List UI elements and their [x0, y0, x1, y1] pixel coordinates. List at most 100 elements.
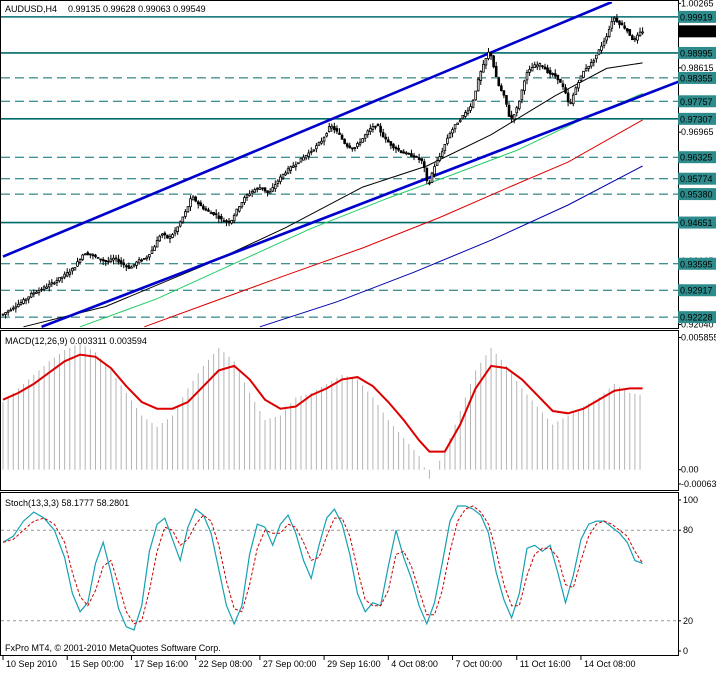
candle-body[interactable]: [268, 191, 272, 194]
candle-body[interactable]: [351, 147, 354, 150]
candle-body[interactable]: [1, 313, 5, 316]
candle-body[interactable]: [245, 194, 249, 198]
candle-body[interactable]: [289, 166, 292, 171]
candle-body[interactable]: [327, 126, 331, 133]
candle-body[interactable]: [505, 95, 508, 105]
candle-body[interactable]: [353, 146, 357, 149]
candle-body[interactable]: [68, 271, 72, 275]
candle-body[interactable]: [392, 143, 395, 149]
candle-body[interactable]: [273, 184, 277, 190]
candle-body[interactable]: [322, 137, 326, 142]
candle-body[interactable]: [605, 36, 608, 41]
candle-body[interactable]: [27, 296, 30, 300]
candle-body[interactable]: [348, 145, 352, 149]
candle-body[interactable]: [628, 29, 632, 36]
candle-body[interactable]: [191, 196, 195, 201]
channel-trendline[interactable]: [41, 65, 716, 328]
candle-body[interactable]: [515, 107, 519, 114]
candle-body[interactable]: [24, 298, 28, 302]
candle-body[interactable]: [135, 261, 138, 266]
candle-body[interactable]: [173, 230, 177, 234]
candle-body[interactable]: [425, 167, 429, 182]
candle-body[interactable]: [569, 101, 572, 104]
candle-body[interactable]: [317, 142, 321, 146]
candle-body[interactable]: [217, 215, 221, 219]
candle-body[interactable]: [464, 112, 467, 117]
candle-body[interactable]: [551, 73, 555, 75]
candle-body[interactable]: [320, 140, 323, 144]
candle-body[interactable]: [374, 125, 377, 128]
candle-body[interactable]: [19, 302, 23, 305]
candle-body[interactable]: [209, 212, 213, 215]
candle-body[interactable]: [32, 292, 36, 295]
candle-body[interactable]: [232, 215, 236, 222]
candle-body[interactable]: [571, 94, 575, 105]
candle-body[interactable]: [618, 20, 621, 25]
candle-body[interactable]: [440, 151, 444, 157]
candle-body[interactable]: [294, 164, 298, 167]
candle-body[interactable]: [471, 100, 475, 108]
candle-body[interactable]: [543, 66, 547, 70]
candle-body[interactable]: [171, 234, 174, 239]
candle-body[interactable]: [53, 282, 56, 285]
candle-body[interactable]: [574, 87, 578, 95]
candle-body[interactable]: [507, 104, 511, 117]
candle-body[interactable]: [40, 288, 43, 291]
candle-body[interactable]: [633, 38, 637, 41]
candle-body[interactable]: [369, 128, 372, 132]
candle-body[interactable]: [63, 273, 66, 278]
candle-body[interactable]: [433, 166, 436, 175]
candle-body[interactable]: [589, 62, 593, 67]
candle-body[interactable]: [559, 78, 562, 83]
candle-body[interactable]: [620, 22, 624, 26]
candle-body[interactable]: [343, 138, 346, 144]
candle-body[interactable]: [235, 208, 239, 216]
candle-body[interactable]: [212, 211, 215, 215]
candle-body[interactable]: [607, 29, 611, 37]
candle-body[interactable]: [243, 197, 246, 203]
candle-body[interactable]: [178, 221, 182, 227]
candle-body[interactable]: [166, 234, 169, 239]
candle-body[interactable]: [145, 256, 149, 260]
candle-body[interactable]: [266, 190, 269, 194]
candle-body[interactable]: [420, 158, 423, 162]
candle-body[interactable]: [65, 272, 69, 277]
candle-body[interactable]: [366, 130, 370, 136]
channel-trendline[interactable]: [2, 2, 613, 258]
candle-body[interactable]: [60, 276, 64, 279]
candle-body[interactable]: [55, 280, 59, 283]
candle-body[interactable]: [238, 206, 241, 212]
candle-body[interactable]: [250, 190, 254, 194]
candle-body[interactable]: [35, 291, 38, 294]
candle-body[interactable]: [487, 51, 490, 59]
candle-body[interactable]: [91, 254, 95, 257]
candle-body[interactable]: [602, 40, 606, 46]
candle-body[interactable]: [160, 233, 164, 236]
candle-body[interactable]: [582, 70, 585, 78]
candle-body[interactable]: [577, 82, 580, 89]
candle-body[interactable]: [345, 143, 349, 147]
candle-body[interactable]: [222, 220, 226, 223]
candle-body[interactable]: [595, 54, 598, 60]
candle-body[interactable]: [214, 213, 218, 216]
candle-body[interactable]: [587, 65, 590, 69]
candle-body[interactable]: [358, 142, 362, 145]
candle-body[interactable]: [315, 145, 318, 150]
candle-body[interactable]: [502, 90, 506, 96]
candle-body[interactable]: [371, 126, 375, 130]
candle-body[interactable]: [399, 150, 403, 153]
candle-body[interactable]: [448, 133, 452, 139]
candle-body[interactable]: [76, 261, 79, 267]
candle-body[interactable]: [181, 216, 185, 223]
candle-body[interactable]: [510, 114, 513, 120]
candle-body[interactable]: [194, 196, 197, 202]
candle-body[interactable]: [155, 240, 159, 248]
candle-body[interactable]: [29, 293, 33, 298]
candle-body[interactable]: [404, 152, 408, 155]
candle-body[interactable]: [37, 290, 41, 293]
candle-body[interactable]: [230, 219, 233, 224]
candle-body[interactable]: [17, 303, 20, 308]
candle-body[interactable]: [42, 286, 46, 290]
candle-body[interactable]: [584, 68, 588, 72]
candle-body[interactable]: [412, 155, 416, 158]
